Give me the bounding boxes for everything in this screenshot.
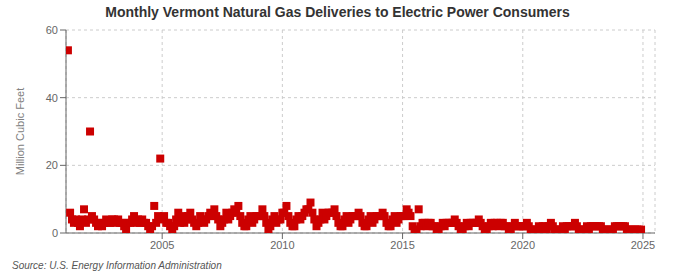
svg-text:Million Cubic Feet: Million Cubic Feet	[14, 88, 26, 175]
svg-text:2020: 2020	[511, 239, 535, 251]
html-text:Source: U.S. Energy Informatio: Source: U.S. Energy Information Administ…	[12, 260, 222, 271]
svg-text:40: 40	[46, 92, 58, 104]
svg-text:0: 0	[52, 227, 58, 239]
svg-text:2015: 2015	[390, 239, 414, 251]
svg-text:2010: 2010	[270, 239, 294, 251]
svg-text:2005: 2005	[150, 239, 174, 251]
svg-text:60: 60	[46, 24, 58, 36]
svg-text:2025: 2025	[631, 239, 655, 251]
svg-text:20: 20	[46, 159, 58, 171]
html-text:Monthly Vermont Natural Gas De: Monthly Vermont Natural Gas Deliveries t…	[105, 4, 570, 20]
